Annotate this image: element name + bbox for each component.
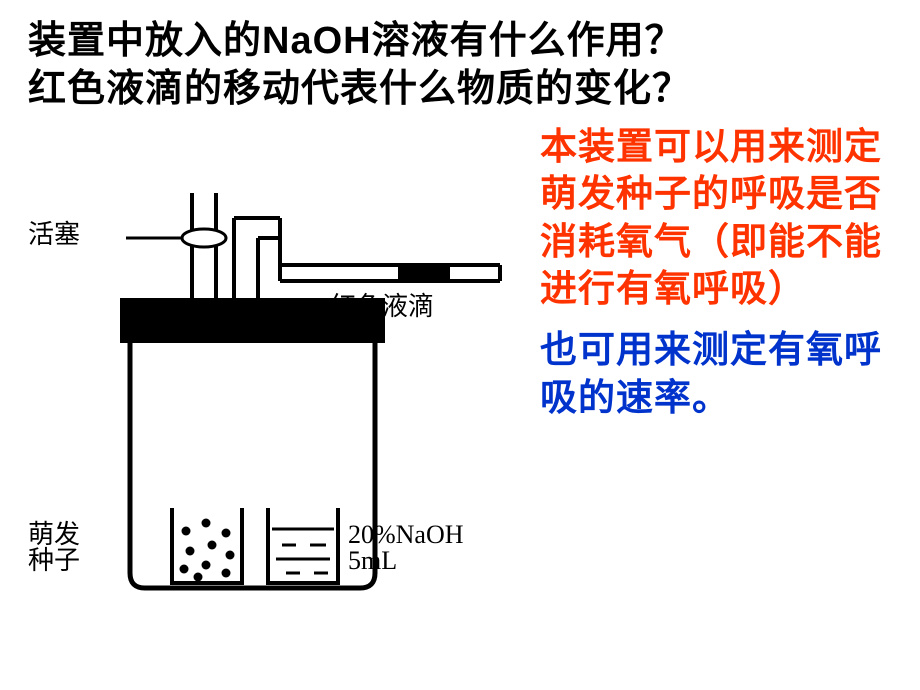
red-drop-marker xyxy=(398,267,450,279)
naoh-beaker xyxy=(268,508,338,583)
seeds-beaker xyxy=(172,508,242,583)
label-naoh-2: 5mL xyxy=(348,547,397,576)
content-area: 活塞 红色液滴 萌发 种子 20%NaOH 5mL 本装置可以用来测定萌发种子的… xyxy=(0,113,920,653)
label-seeds-2: 种子 xyxy=(28,547,80,576)
label-stopper: 活塞 xyxy=(28,221,80,250)
red-paragraph: 本装置可以用来测定萌发种子的呼吸是否消耗氧气（即能不能进行有氧呼吸） xyxy=(540,123,900,312)
stopper-icon xyxy=(182,229,226,247)
title-line-2: 红色液滴的移动代表什么物质的变化？ xyxy=(28,66,892,114)
blue-paragraph: 也可用来测定有氧呼吸的速率。 xyxy=(540,326,900,421)
apparatus-svg xyxy=(30,143,510,623)
label-red-drop: 红色液滴 xyxy=(330,293,434,322)
left-tube xyxy=(126,193,226,298)
right-tube xyxy=(234,218,500,298)
right-text-block: 本装置可以用来测定萌发种子的呼吸是否消耗氧气（即能不能进行有氧呼吸） 也可用来测… xyxy=(540,123,900,421)
title-block: 装置中放入的NaOH溶液有什么作用？ 红色液滴的移动代表什么物质的变化？ xyxy=(0,0,920,113)
title-line-1: 装置中放入的NaOH溶液有什么作用？ xyxy=(28,18,892,66)
diagram-area: 活塞 红色液滴 萌发 种子 20%NaOH 5mL xyxy=(30,143,510,623)
